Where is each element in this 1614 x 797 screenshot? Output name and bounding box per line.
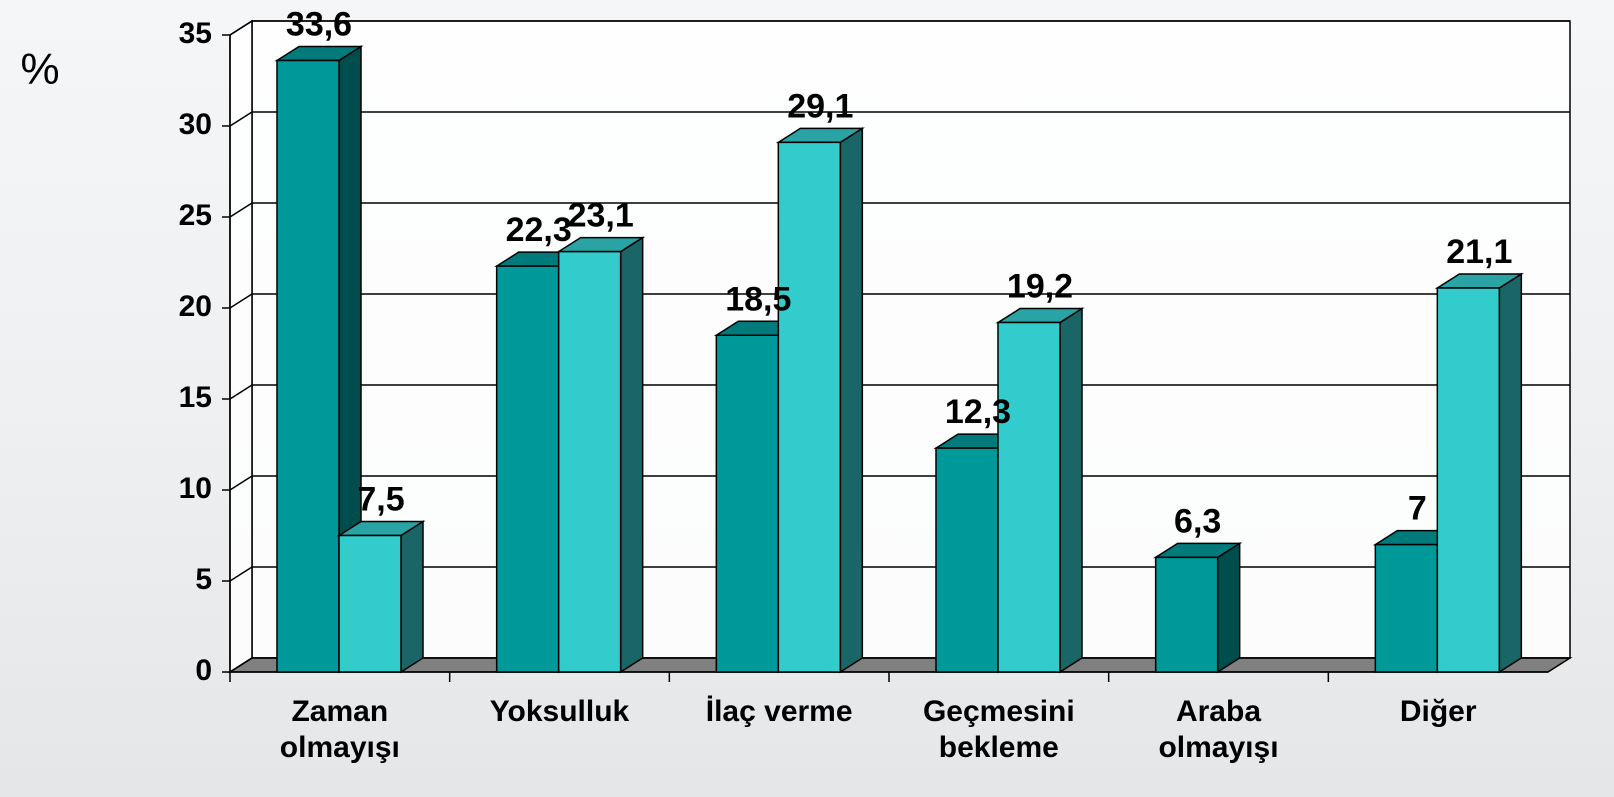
back-wall <box>251 20 1571 659</box>
x-tick-label: Diğer <box>1399 695 1477 728</box>
value-label: 7,5 <box>357 480 404 518</box>
bar-face <box>338 534 402 673</box>
value-label: 7 <box>1408 490 1427 528</box>
grid-line <box>229 475 253 491</box>
bar-face <box>276 59 340 673</box>
y-tick-label: 15 <box>179 381 212 414</box>
x-tick-label: Geçmesini bekleme <box>922 695 1075 764</box>
value-label: 6,3 <box>1174 502 1221 540</box>
floor <box>227 657 1573 673</box>
value-label: 23,1 <box>568 197 634 235</box>
grid-line <box>229 657 253 673</box>
value-label: 29,1 <box>787 87 853 125</box>
bar <box>336 520 426 674</box>
grid-line <box>229 202 253 218</box>
y-tick-label: 25 <box>179 199 212 232</box>
grid-line <box>229 20 253 36</box>
y-tick-label: 5 <box>195 563 212 596</box>
grid-line <box>229 293 253 309</box>
y-tick-label: 10 <box>179 472 212 505</box>
bar-face <box>1436 287 1501 673</box>
bar-face <box>997 321 1061 673</box>
bar-face <box>1498 272 1523 674</box>
bar <box>1434 272 1524 674</box>
value-label: 33,6 <box>286 5 352 43</box>
y-tick-label: 30 <box>179 108 212 141</box>
bar-face <box>715 334 780 673</box>
x-tick-label: Yoksulluk <box>489 695 630 728</box>
x-tick-label: Araba olmayışı <box>1158 695 1279 764</box>
bar-face <box>619 236 644 674</box>
bar <box>274 45 364 674</box>
value-label: 21,1 <box>1446 233 1512 271</box>
bar <box>556 236 646 674</box>
value-label: 12,3 <box>945 393 1011 431</box>
value-label: 22,3 <box>506 211 572 249</box>
bar-face <box>935 447 999 673</box>
x-tick-label: Zaman olmayışı <box>279 695 400 764</box>
y-axis-label: % <box>20 45 59 94</box>
bar <box>1153 541 1243 674</box>
y-tick-label: 35 <box>179 17 212 50</box>
bar-face <box>839 127 864 674</box>
bar-face <box>1059 307 1083 674</box>
x-tick-label: İlaç verme <box>705 695 853 728</box>
bar <box>775 127 865 674</box>
bar-face <box>1154 556 1219 673</box>
bar <box>995 307 1085 674</box>
grid-line <box>229 384 253 400</box>
bar-face <box>777 141 842 673</box>
value-label: 19,2 <box>1007 268 1073 306</box>
y-tick-label: 20 <box>179 290 212 323</box>
value-label: 18,5 <box>725 280 791 318</box>
bar-face <box>1216 541 1241 674</box>
bar-face <box>495 265 560 673</box>
grid-line <box>229 111 253 127</box>
bar-face <box>1374 543 1439 673</box>
grid-line <box>229 566 253 582</box>
bar-face <box>400 520 424 674</box>
bar-face <box>557 250 622 673</box>
y-tick-label: 0 <box>195 654 212 687</box>
